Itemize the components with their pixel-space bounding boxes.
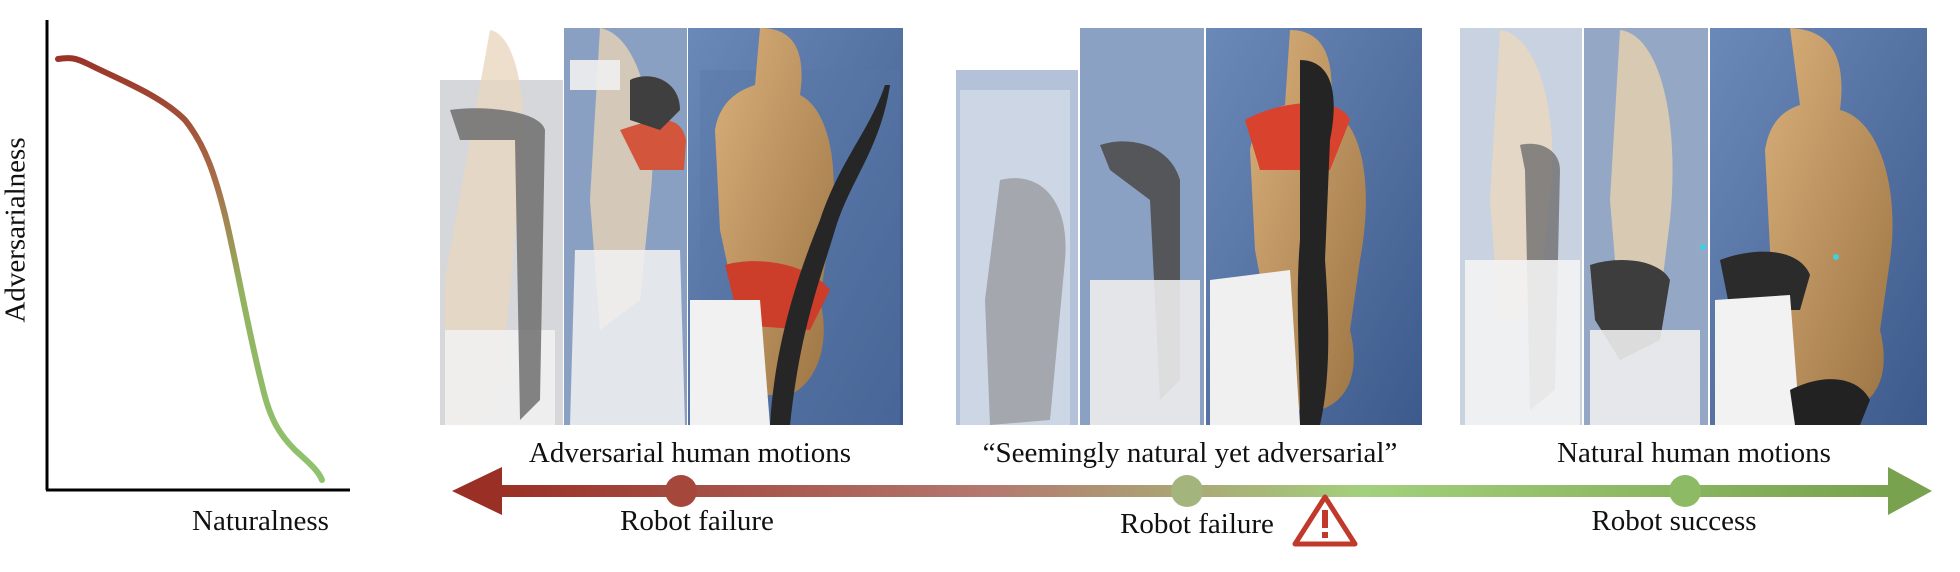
- x-axis-label: Naturalness: [192, 505, 329, 537]
- marker-adversarial: [665, 475, 697, 507]
- adversarialness-curve: [55, 55, 325, 483]
- panel-group-seemingly-natural: [956, 28, 1422, 425]
- panel-group-natural: [1460, 28, 1927, 425]
- outcome-seemingly-natural: Robot failure: [1120, 508, 1274, 540]
- caption-adversarial: Adversarial human motions: [528, 437, 852, 469]
- marker-natural: [1669, 475, 1701, 507]
- marker-seemingly-natural: [1171, 475, 1203, 507]
- caption-natural: Natural human motions: [1557, 437, 1831, 469]
- warning-triangle-icon: [1292, 494, 1358, 547]
- caption-seemingly-natural: “Seemingly natural yet adversarial”: [982, 437, 1398, 469]
- y-axis-label: Adversarialness: [0, 137, 32, 323]
- panel-group-adversarial: [440, 28, 903, 425]
- outcome-natural: Robot success: [1591, 505, 1757, 537]
- plot-axes: [45, 20, 350, 492]
- outcome-adversarial: Robot failure: [620, 505, 774, 537]
